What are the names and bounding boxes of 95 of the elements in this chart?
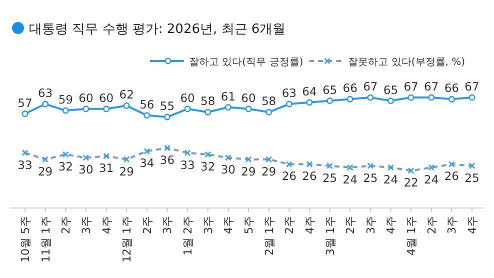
x-tick-label: 2주 bbox=[425, 216, 438, 234]
data-label: 25 bbox=[363, 170, 378, 185]
point bbox=[367, 94, 374, 101]
x-tick-label: 2주 bbox=[344, 216, 358, 234]
x-tick-label: 4주 bbox=[222, 216, 236, 234]
point bbox=[164, 114, 170, 120]
data-label: 67 bbox=[404, 80, 418, 94]
point bbox=[326, 98, 334, 104]
data-label: 56 bbox=[140, 97, 154, 112]
point bbox=[123, 102, 130, 109]
data-label: 32 bbox=[58, 159, 73, 174]
data-label: 67 bbox=[363, 80, 378, 94]
point bbox=[346, 96, 354, 102]
data-label: 59 bbox=[58, 92, 73, 107]
data-label: 67 bbox=[464, 80, 480, 94]
data-label: 29 bbox=[119, 164, 134, 178]
x-tick-label: 5주 bbox=[242, 216, 256, 234]
data-label: 31 bbox=[98, 161, 114, 176]
x-tick-label: 2월 1주 bbox=[262, 216, 276, 256]
point bbox=[245, 106, 252, 112]
legend-label: 잘못하고 있다(부정률, %) bbox=[348, 57, 466, 68]
data-label: 32 bbox=[200, 159, 216, 174]
data-label: 30 bbox=[78, 162, 94, 177]
chart-title: 대통령 직무 수행 평가: 2026년, 최근 6개월 bbox=[29, 22, 286, 37]
point bbox=[408, 94, 414, 101]
x-tick-label: 2주 bbox=[60, 216, 73, 234]
point bbox=[387, 98, 394, 104]
data-label: 33 bbox=[18, 158, 32, 172]
data-label: 34 bbox=[140, 156, 154, 170]
point bbox=[428, 94, 435, 101]
point bbox=[82, 106, 90, 112]
point bbox=[448, 96, 455, 102]
data-label: 26 bbox=[444, 169, 459, 184]
data-label: 66 bbox=[444, 81, 459, 96]
x-tick-label: 3주 bbox=[446, 216, 459, 234]
point bbox=[266, 108, 272, 116]
data-label: 55 bbox=[160, 99, 175, 114]
data-label: 57 bbox=[18, 96, 32, 110]
data-label: 65 bbox=[383, 82, 398, 97]
data-label: 65 bbox=[322, 82, 338, 97]
legend-label: 잘하고 있다(직무 긍정률) bbox=[189, 57, 304, 68]
x-tick-label: 4주 bbox=[466, 216, 479, 234]
data-label: 24 bbox=[424, 172, 439, 186]
data-label: 61 bbox=[220, 89, 236, 104]
data-label: 30 bbox=[220, 162, 236, 177]
data-label: 58 bbox=[200, 94, 216, 108]
point bbox=[184, 106, 191, 112]
data-label: 66 bbox=[342, 81, 358, 96]
data-label: 62 bbox=[119, 88, 134, 102]
x-tick-label: 1월 2주 bbox=[182, 216, 195, 256]
x-tick-label: 12월 1주 bbox=[120, 216, 134, 262]
data-label: 67 bbox=[424, 80, 439, 94]
x-tick-label: 3주 bbox=[80, 216, 93, 234]
point bbox=[204, 108, 212, 116]
data-label: 22 bbox=[404, 176, 418, 190]
point bbox=[22, 110, 28, 118]
point bbox=[103, 106, 110, 112]
x-tick-label: 10월 5주 bbox=[19, 216, 32, 262]
x-tick-label: 4월 1주 bbox=[405, 216, 418, 256]
x-tick-label: 3주 bbox=[161, 216, 174, 234]
data-label: 26 bbox=[302, 169, 317, 184]
x-tick-label: 3주 bbox=[364, 216, 378, 234]
x-tick-label: 4주 bbox=[100, 216, 114, 234]
data-label: 60 bbox=[98, 90, 114, 105]
data-label: 60 bbox=[180, 90, 195, 105]
data-label: 25 bbox=[464, 170, 480, 185]
x-tick-label: 2주 bbox=[283, 216, 296, 234]
x-tick-label: 11월 1주 bbox=[39, 216, 52, 262]
point bbox=[306, 99, 313, 106]
data-label: 29 bbox=[241, 164, 256, 178]
point bbox=[224, 104, 232, 111]
data-label: 33 bbox=[180, 158, 195, 172]
point bbox=[42, 100, 49, 108]
data-label: 29 bbox=[262, 164, 276, 178]
data-label: 60 bbox=[78, 90, 94, 105]
x-tick-label: 4주 bbox=[303, 216, 316, 234]
point bbox=[286, 100, 292, 108]
data-label: 24 bbox=[383, 172, 398, 186]
x-tick-label: 3주 bbox=[202, 216, 215, 234]
point bbox=[144, 112, 150, 119]
data-label: 63 bbox=[282, 86, 296, 100]
x-tick-label: 3월 1주 bbox=[324, 216, 337, 256]
data-label: 29 bbox=[38, 164, 53, 178]
x-tick-label: 4주 bbox=[384, 216, 398, 234]
data-label: 26 bbox=[282, 169, 296, 184]
data-label: 25 bbox=[322, 170, 338, 185]
data-label: 60 bbox=[241, 90, 256, 105]
x-tick-label: 2주 bbox=[140, 216, 154, 234]
data-label: 58 bbox=[262, 94, 276, 108]
data-label: 36 bbox=[160, 152, 175, 167]
data-label: 64 bbox=[302, 84, 317, 98]
point bbox=[62, 107, 69, 114]
data-label: 63 bbox=[38, 86, 53, 100]
data-label: 24 bbox=[342, 172, 358, 186]
point bbox=[468, 94, 476, 101]
